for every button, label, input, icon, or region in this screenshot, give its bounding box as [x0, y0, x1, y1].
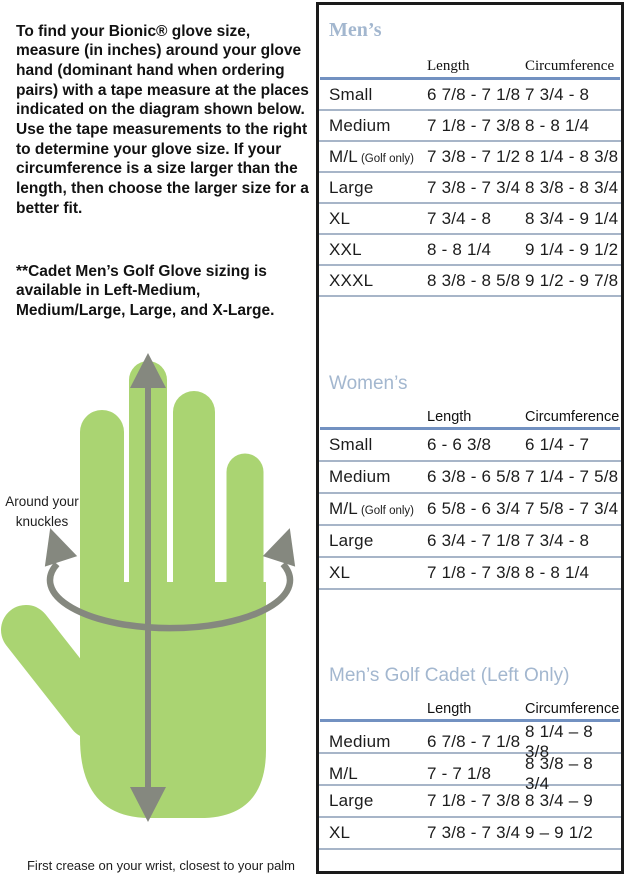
- length-value: 7 3/4 - 8: [427, 208, 492, 228]
- table-row: Small 6 - 6 3/8 6 1/4 - 7: [319, 430, 621, 462]
- circumference-value: 8 3/8 – 8 3/4: [525, 754, 593, 793]
- circumference-value: 8 - 8 1/4: [525, 563, 590, 582]
- length-arrow: [130, 353, 166, 822]
- table-row: XL 7 3/8 - 7 3/4 9 – 9 1/2: [319, 818, 621, 850]
- womens-size-table: Women’s Length Circumference Small 6 - 6 …: [319, 371, 621, 590]
- table-row: M/L (Golf only) 7 3/8 - 7 1/2 8 1/4 - 8 3/8: [319, 142, 621, 173]
- length-value: 7 1/8 - 7 3/8: [427, 791, 521, 810]
- size-note: (Golf only): [360, 152, 414, 165]
- circumference-arrow: [44, 528, 296, 632]
- size-label: XL: [329, 563, 351, 582]
- circumference-value: 9 – 9 1/2: [525, 823, 593, 842]
- table-row: Large 7 1/8 - 7 3/8 8 3/4 – 9: [319, 786, 621, 818]
- table-row: XXL 8 - 8 1/4 9 1/4 - 9 1/2: [319, 235, 621, 266]
- length-value: 6 7/8 - 7 1/8: [427, 732, 521, 751]
- length-value: 7 1/8 - 7 3/8: [427, 563, 521, 582]
- table-row: Medium 6 3/8 - 6 5/8 7 1/4 - 7 5/8: [319, 462, 621, 494]
- size-label: Medium: [329, 732, 391, 751]
- size-label: Medium: [329, 115, 391, 135]
- circumference-value: 8 1/4 - 8 3/8: [525, 146, 619, 166]
- circumference-value: 8 3/4 - 9 1/4: [525, 208, 619, 228]
- length-value: 6 7/8 - 7 1/8: [427, 84, 521, 104]
- column-header-circumference: Circumference: [525, 58, 615, 74]
- table-header-row: Length Circumference: [319, 51, 621, 75]
- size-note: (Golf only): [360, 505, 414, 517]
- size-label: Large: [329, 177, 374, 197]
- table-title: Women’s: [329, 373, 408, 394]
- circumference-value: 7 5/8 - 7 3/4: [525, 499, 619, 518]
- column-header-length: Length: [427, 701, 472, 717]
- table-row: Large 7 3/8 - 7 3/4 8 3/8 - 8 3/4: [319, 173, 621, 204]
- size-label: Large: [329, 531, 374, 550]
- circumference-value: 6 1/4 - 7: [525, 435, 590, 454]
- circumference-value: 9 1/4 - 9 1/2: [525, 239, 619, 259]
- size-label: Small: [329, 435, 373, 454]
- size-label: M/L (Golf only): [329, 146, 414, 166]
- column-header-length: Length: [427, 58, 470, 74]
- size-label: XL: [329, 208, 351, 228]
- wrist-measure-label: First crease on your wrist, closest to y…: [26, 858, 296, 873]
- circumference-value: 8 - 8 1/4: [525, 115, 590, 135]
- size-chart-panel: Men’s Length Circumference Small 6 7/8 - …: [316, 2, 624, 874]
- table-rows: Small 6 7/8 - 7 1/8 7 3/4 - 8 Medium 7 1/8 -…: [319, 80, 621, 297]
- table-row: M/L (Golf only) 6 5/8 - 6 3/4 7 5/8 - 7 3/4: [319, 494, 621, 526]
- column-header-circumference: Circumference: [525, 409, 620, 425]
- table-rows: Medium 6 7/8 - 7 1/8 8 1/4 – 8 3/8 M/L 7 - 7…: [319, 722, 621, 850]
- size-label: XL: [329, 823, 351, 842]
- circumference-value: 9 1/2 - 9 7/8: [525, 270, 619, 290]
- circumference-value: 8 3/4 – 9: [525, 791, 593, 810]
- table-row: Medium 7 1/8 - 7 3/8 8 - 8 1/4: [319, 111, 621, 142]
- cadet-sizing-note-paragraph: **Cadet Men’s Golf Glove sizing is avail…: [16, 262, 275, 319]
- size-label: Large: [329, 791, 374, 810]
- table-header-row: Length Circumference: [319, 401, 621, 425]
- size-label: M/L: [329, 764, 358, 783]
- circumference-value: 8 1/4 – 8 3/8: [525, 722, 593, 761]
- table-title: Men’s: [329, 19, 382, 41]
- mens-golf-cadet-size-table: Men’s Golf Cadet (Left Only) Length Circ…: [319, 663, 621, 850]
- length-value: 6 - 6 3/8: [427, 435, 492, 454]
- knuckles-measure-label: Around your knuckles: [5, 494, 79, 529]
- sizing-instructions-paragraph: To find your Bionic® glove size, measure…: [16, 22, 309, 217]
- length-value: 8 3/8 - 8 5/8: [427, 270, 521, 290]
- length-value: 7 - 7 1/8: [427, 764, 492, 783]
- hand-diagram: [1, 353, 296, 822]
- table-header-row: Length Circumference: [319, 693, 621, 717]
- length-value: 6 3/8 - 6 5/8: [427, 467, 521, 486]
- header-rule: [320, 719, 620, 722]
- circumference-value: 8 3/8 - 8 3/4: [525, 177, 619, 197]
- table-row: Small 6 7/8 - 7 1/8 7 3/4 - 8: [319, 80, 621, 111]
- mens-size-table: Men’s Length Circumference Small 6 7/8 - …: [319, 17, 621, 297]
- table-title: Men’s Golf Cadet (Left Only): [329, 665, 570, 686]
- table-row: Medium 6 7/8 - 7 1/8 8 1/4 – 8 3/8: [319, 722, 621, 761]
- length-value: 7 3/8 - 7 3/4: [427, 177, 521, 197]
- length-value: 7 1/8 - 7 3/8: [427, 115, 521, 135]
- circumference-value: 7 3/4 - 8: [525, 84, 590, 104]
- length-value: 7 3/8 - 7 3/4: [427, 823, 521, 842]
- header-rule: [320, 77, 620, 80]
- table-row: M/L 7 - 7 1/8 8 3/8 – 8 3/4: [319, 754, 621, 793]
- circumference-value: 7 1/4 - 7 5/8: [525, 467, 619, 486]
- circumference-value: 7 3/4 - 8: [525, 531, 590, 550]
- length-value: 7 3/8 - 7 1/2: [427, 146, 521, 166]
- size-label: Small: [329, 84, 373, 104]
- size-label: XXL: [329, 239, 362, 259]
- table-row: Large 6 3/4 - 7 1/8 7 3/4 - 8: [319, 526, 621, 558]
- length-value: 8 - 8 1/4: [427, 239, 492, 259]
- length-value: 6 5/8 - 6 3/4: [427, 499, 521, 518]
- size-label: XXXL: [329, 270, 374, 290]
- column-header-length: Length: [427, 409, 472, 425]
- size-label: Medium: [329, 467, 391, 486]
- table-row: XXXL 8 3/8 - 8 5/8 9 1/2 - 9 7/8: [319, 266, 621, 297]
- table-rows: Small 6 - 6 3/8 6 1/4 - 7 Medium 6 3/8 - 6 5…: [319, 430, 621, 590]
- size-label: M/L (Golf only): [329, 499, 414, 518]
- table-row: XL 7 1/8 - 7 3/8 8 - 8 1/4: [319, 558, 621, 590]
- header-rule: [320, 427, 620, 430]
- length-value: 6 3/4 - 7 1/8: [427, 531, 521, 550]
- column-header-circumference: Circumference: [525, 701, 620, 717]
- table-row: XL 7 3/4 - 8 8 3/4 - 9 1/4: [319, 204, 621, 235]
